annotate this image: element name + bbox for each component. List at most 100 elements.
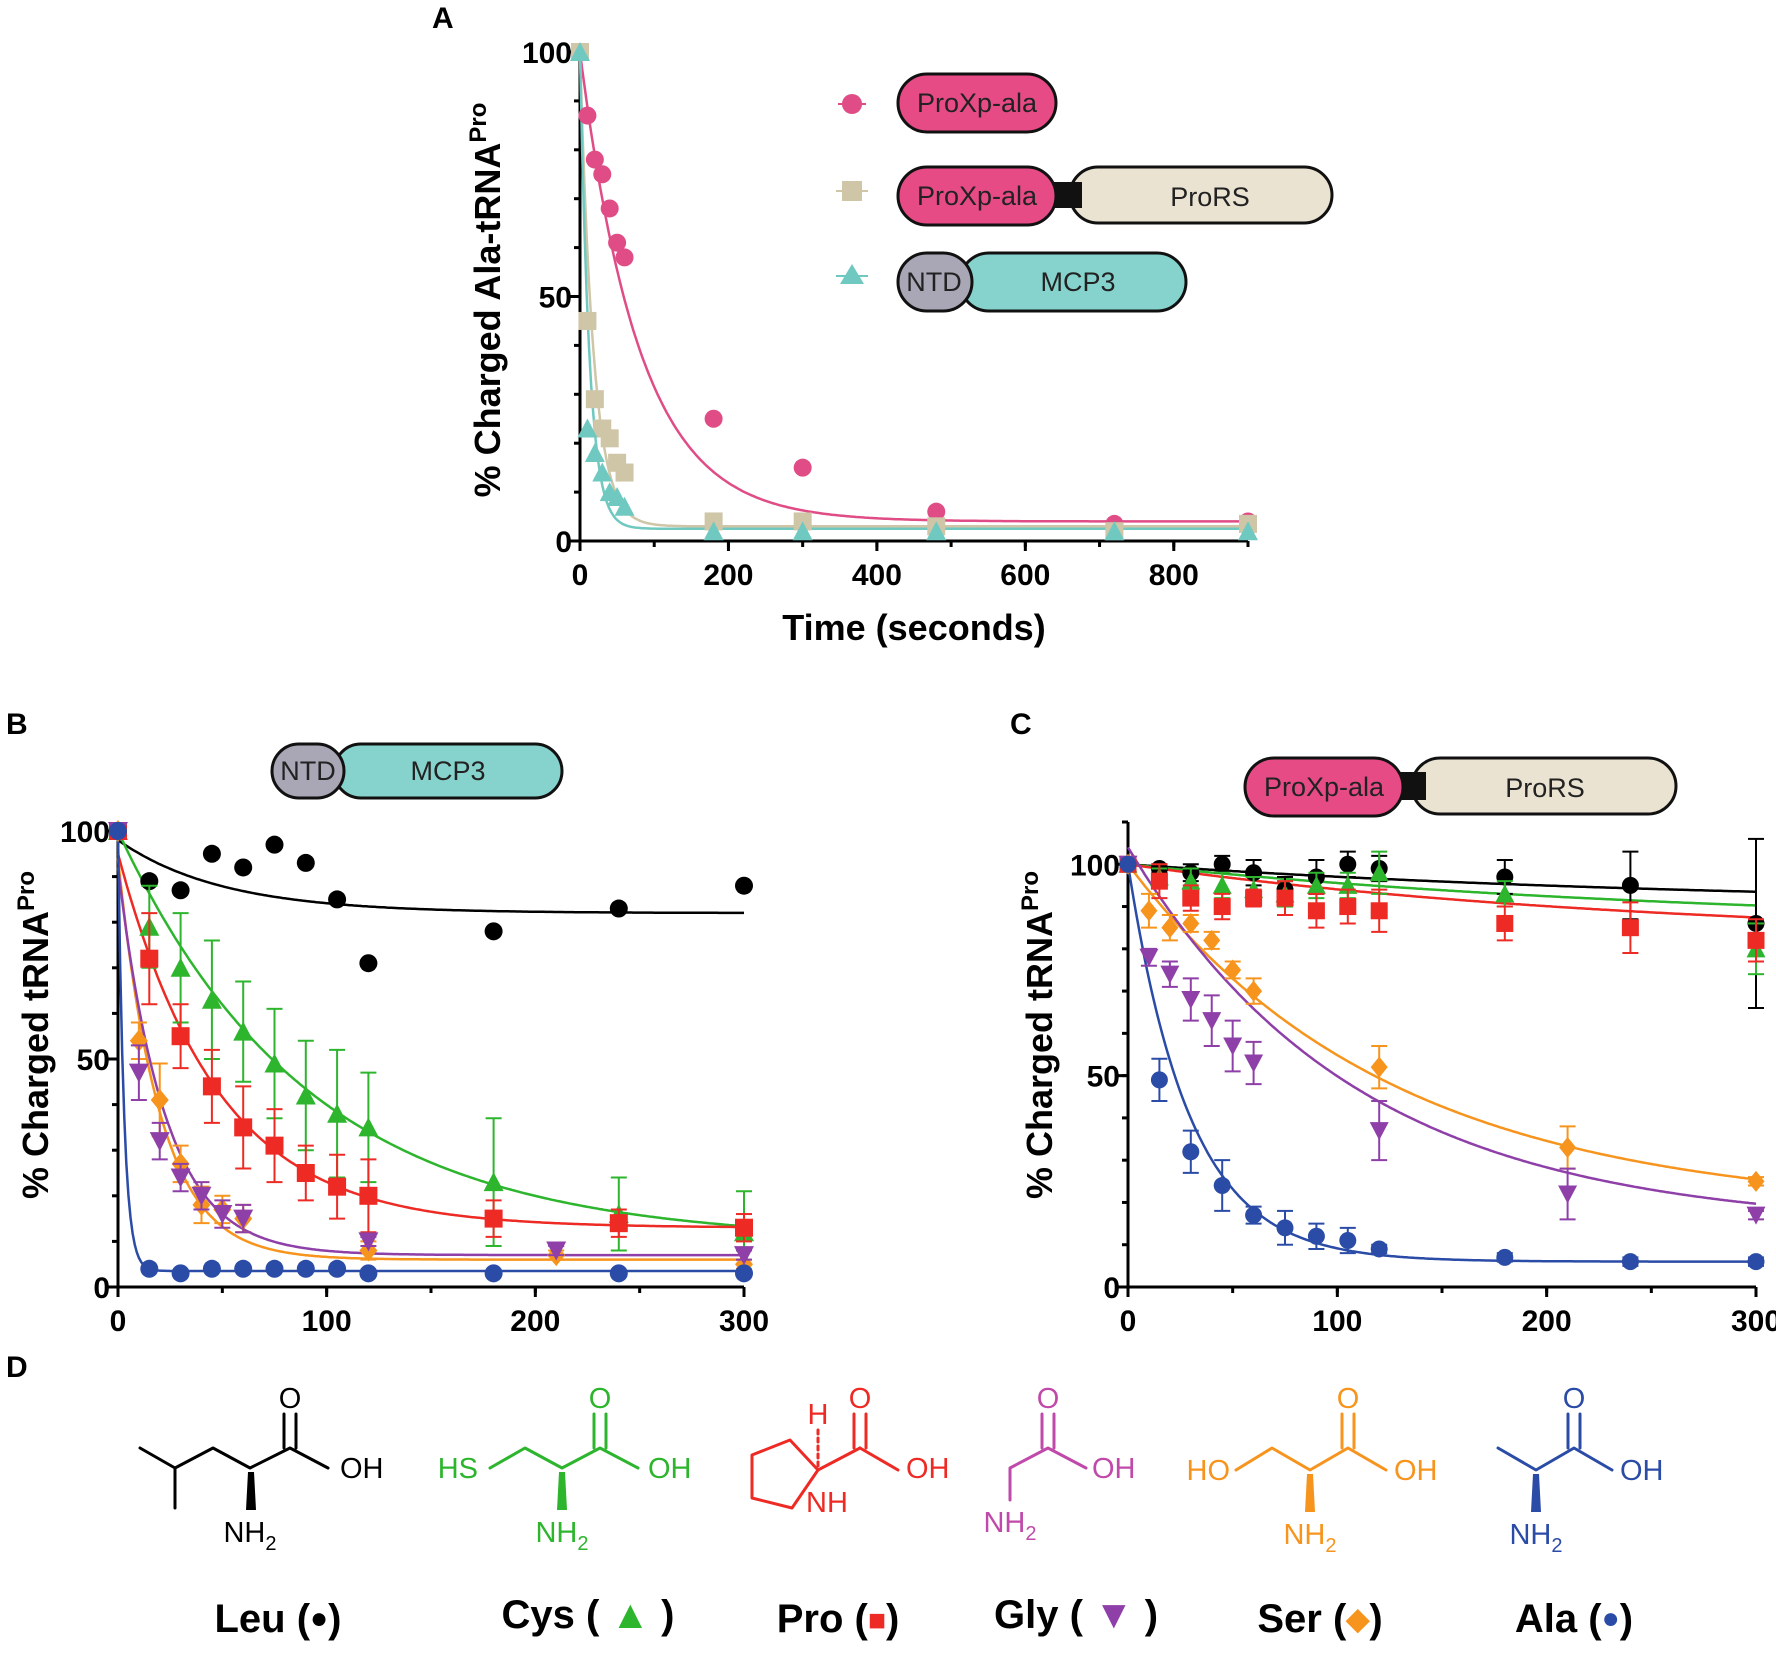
panel-c-point-ala <box>1307 1227 1325 1245</box>
leu-atom-nh2-main: NH <box>223 1517 265 1549</box>
panel-c-point-gly <box>1181 991 1201 1010</box>
structure-proline: H O OH NH <box>750 1383 950 1519</box>
cys-wedge <box>557 1472 567 1510</box>
panel-b-label-ntd: NTD <box>280 756 336 786</box>
panel-a-point-proxp-ala <box>793 458 812 477</box>
panel-b-fit-ala <box>116 833 744 1273</box>
leu-wedge <box>246 1472 256 1510</box>
gly-atom-o: O <box>1037 1383 1060 1415</box>
panel-b-point-leu <box>234 858 253 877</box>
panel-a-point-proxp-ala <box>585 150 604 169</box>
panel-b-point-ala <box>609 1264 628 1283</box>
panel-a-point-proxp-ala-prors <box>585 390 604 409</box>
panel-b-point-ala <box>359 1264 378 1283</box>
label-leu: Leu (●) <box>214 1597 341 1641</box>
panel-c-point-gly <box>1139 948 1159 967</box>
panel-b-fit-leu <box>117 839 744 915</box>
panel-c-point-gly <box>1369 1122 1389 1141</box>
panel-c-x-tick-label: 300 <box>1731 1305 1776 1338</box>
panel-a-x-tick-label: 200 <box>703 559 753 592</box>
label-cys-close: ) <box>650 1593 674 1637</box>
panel-b-point-gly <box>546 1241 567 1261</box>
ala-atom-nh2-main: NH <box>1509 1519 1551 1551</box>
panel-a-point-ntd-mcp3 <box>570 42 590 61</box>
label-ser-close: ) <box>1369 1597 1382 1641</box>
ser-atom-nh2: NH2 <box>1283 1519 1336 1557</box>
legend-marker-ntd-mcp3 <box>840 264 864 284</box>
panel-a-y-tick-label: 50 <box>539 282 572 315</box>
leu-atom-oh: OH <box>340 1453 384 1485</box>
panel-a-fit-ntd-mcp3 <box>578 49 1248 531</box>
cys-atom-nh2-sub: 2 <box>577 1533 588 1555</box>
panel-b-fit-pro <box>116 853 744 1229</box>
label-ser: Ser (◆) <box>1257 1597 1382 1641</box>
panel-b-data-points <box>108 820 754 1283</box>
pro-atom-h: H <box>808 1399 829 1431</box>
panel-c-point-leu <box>1621 876 1639 894</box>
label-ala-symbol: ● <box>1602 1602 1620 1635</box>
panel-b-point-cys <box>170 957 191 977</box>
panel-c-point-pro <box>1150 872 1168 890</box>
label-cys-open: ( <box>575 1593 611 1637</box>
label-gly-symbol: ▼ <box>1094 1593 1134 1637</box>
panel-b-point-cys <box>295 1085 316 1105</box>
panel-c-point-ala <box>1496 1248 1514 1266</box>
panel-a-point-ntd-mcp3 <box>614 496 635 516</box>
panel-b-fit-cys <box>116 830 745 1228</box>
legend-pill-proxp-ala-2 <box>896 165 1058 227</box>
label-ala-open: ( <box>1577 1597 1602 1641</box>
panel-a-x-tick-label: 600 <box>1000 559 1050 592</box>
ala-atom-oh: OH <box>1620 1455 1664 1487</box>
panel-c-point-gly <box>1244 1054 1264 1073</box>
label-ala: Ala (●) <box>1515 1597 1633 1641</box>
label-leu-open: ( <box>286 1597 311 1641</box>
pro-bond-c <box>816 1446 862 1472</box>
panel-a-point-proxp-ala <box>704 409 723 428</box>
panel-c-x-tick-label: 200 <box>1522 1305 1572 1338</box>
gly-atom-nh2: NH2 <box>983 1507 1036 1545</box>
panel-b-point-leu <box>484 922 503 941</box>
structure-alanine: O OH NH2 <box>1496 1383 1664 1557</box>
panel-b-point-leu <box>609 899 628 918</box>
panel-b-point-ala <box>735 1264 753 1283</box>
panel-c-point-pro <box>1621 919 1639 937</box>
panel-b-ylabel-main: % Charged tRNA <box>15 911 56 1199</box>
panel-c-construct: ProXp-ala ProRS <box>1243 756 1678 818</box>
panel-b-point-ala <box>328 1259 347 1278</box>
panel-c-fit-ala <box>1126 864 1756 1263</box>
panel-c-point-ala <box>1339 1232 1357 1249</box>
panel-b-point-ala <box>265 1259 284 1278</box>
panel-b-pill-ntd <box>270 742 346 800</box>
panel-a-ylabel: % Charged Ala-tRNAPro <box>465 103 508 498</box>
pro-ring <box>750 1438 820 1510</box>
panel-b-point-gly <box>128 1063 149 1083</box>
ser-atom-oh: OH <box>1394 1455 1438 1487</box>
panel-label-b: B <box>6 708 28 741</box>
panel-b-point-pro <box>296 1164 315 1182</box>
panel-c-point-pro <box>1747 931 1765 949</box>
panel-b-point-pro <box>265 1136 284 1155</box>
panel-a-legend: ProXp-ala ProXp-ala ProRS NTD MCP3 <box>836 72 1334 313</box>
ser-atom-o: O <box>1337 1383 1360 1415</box>
panel-c-y-tick-label: 100 <box>1070 849 1120 882</box>
structure-serine: O OH HO NH2 <box>1187 1383 1438 1557</box>
label-gly: Gly ( ▼ ) <box>994 1593 1158 1637</box>
panel-b-point-ala <box>234 1259 253 1278</box>
legend-pill-ntd <box>896 251 974 313</box>
panel-b-point-cys <box>201 989 222 1009</box>
panel-a-x-tick-label: 400 <box>852 559 902 592</box>
panel-c-x-tick-label: 0 <box>1120 1305 1137 1338</box>
panel-b-y-tick-label: 50 <box>77 1044 110 1077</box>
panel-c-y-tick-label: 0 <box>1103 1272 1120 1305</box>
panel-b-point-ala <box>171 1264 190 1283</box>
gly-atom-nh2-sub: 2 <box>1025 1523 1036 1545</box>
panel-label-a: A <box>432 2 454 35</box>
panel-b-point-pro <box>202 1077 221 1096</box>
panel-b-point-leu <box>328 890 347 909</box>
structure-leucine: O OH NH2 <box>138 1383 384 1555</box>
panel-a-fit-curves <box>578 49 1248 531</box>
panel-c-point-gly <box>1160 965 1180 984</box>
ala-wedge <box>1531 1474 1541 1512</box>
panel-c-point-pro <box>1339 898 1357 916</box>
panel-b-point-pro <box>140 949 159 968</box>
